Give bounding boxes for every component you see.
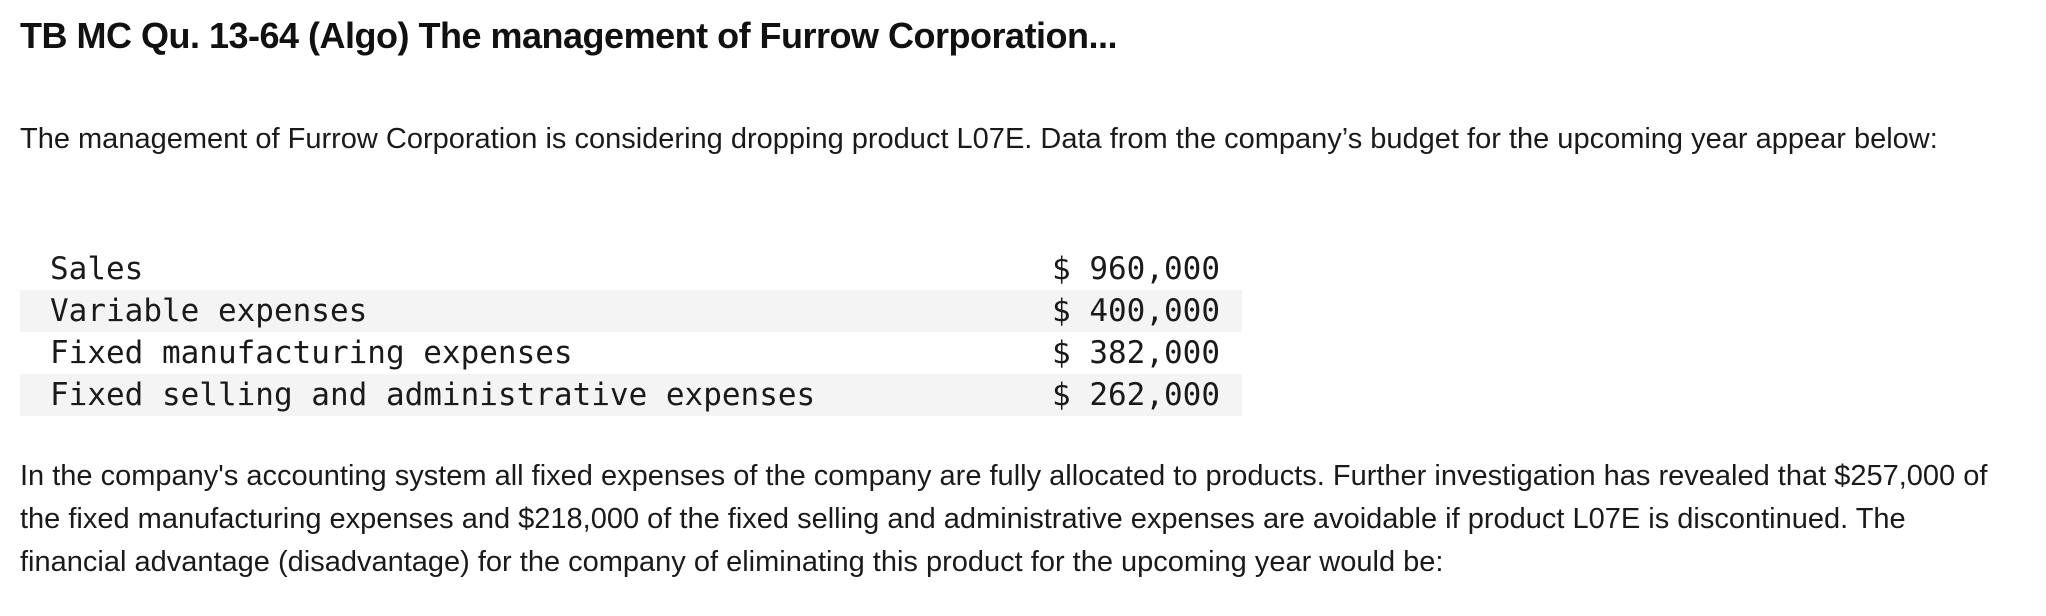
- intro-paragraph: The management of Furrow Corporation is …: [20, 123, 1938, 155]
- table-row: Fixed manufacturing expenses $ 382,000: [20, 332, 1242, 374]
- question-title: TB MC Qu. 13-64 (Algo) The management of…: [20, 15, 1118, 56]
- table-row: Variable expenses $ 400,000: [20, 290, 1242, 332]
- table-row: Sales $ 960,000: [20, 248, 1242, 290]
- budget-table: Sales $ 960,000 Variable expenses $ 400,…: [20, 248, 1242, 416]
- row-label: Sales: [50, 251, 144, 287]
- closing-paragraph: In the company's accounting system all f…: [20, 460, 1988, 578]
- row-label: Fixed selling and administrative expense…: [20, 374, 1040, 416]
- row-label: Variable expenses: [20, 290, 1040, 332]
- row-amount: $ 262,000: [1040, 374, 1242, 416]
- table-row: Fixed selling and administrative expense…: [20, 374, 1242, 416]
- row-amount: $ 960,000: [1052, 251, 1220, 287]
- row-label: Fixed manufacturing expenses: [50, 335, 573, 371]
- row-amount: $ 400,000: [1040, 290, 1242, 332]
- row-amount: $ 382,000: [1052, 335, 1220, 371]
